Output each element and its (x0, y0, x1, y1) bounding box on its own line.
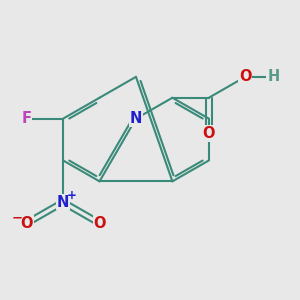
Text: F: F (22, 111, 32, 126)
Text: O: O (202, 126, 215, 141)
Text: N: N (130, 111, 142, 126)
Text: O: O (93, 216, 106, 231)
Text: H: H (267, 69, 280, 84)
Text: +: + (67, 189, 76, 202)
Text: O: O (20, 216, 33, 231)
Text: O: O (239, 69, 251, 84)
Text: −: − (11, 211, 23, 224)
Text: N: N (57, 195, 69, 210)
